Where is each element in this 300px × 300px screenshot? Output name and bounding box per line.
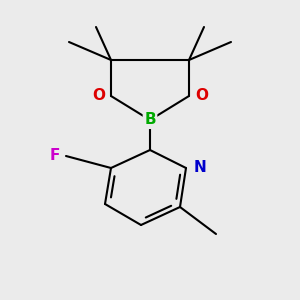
Text: N: N — [194, 160, 206, 175]
Text: O: O — [195, 88, 208, 104]
Text: B: B — [144, 112, 156, 128]
Text: O: O — [92, 88, 105, 104]
Text: F: F — [50, 148, 60, 164]
